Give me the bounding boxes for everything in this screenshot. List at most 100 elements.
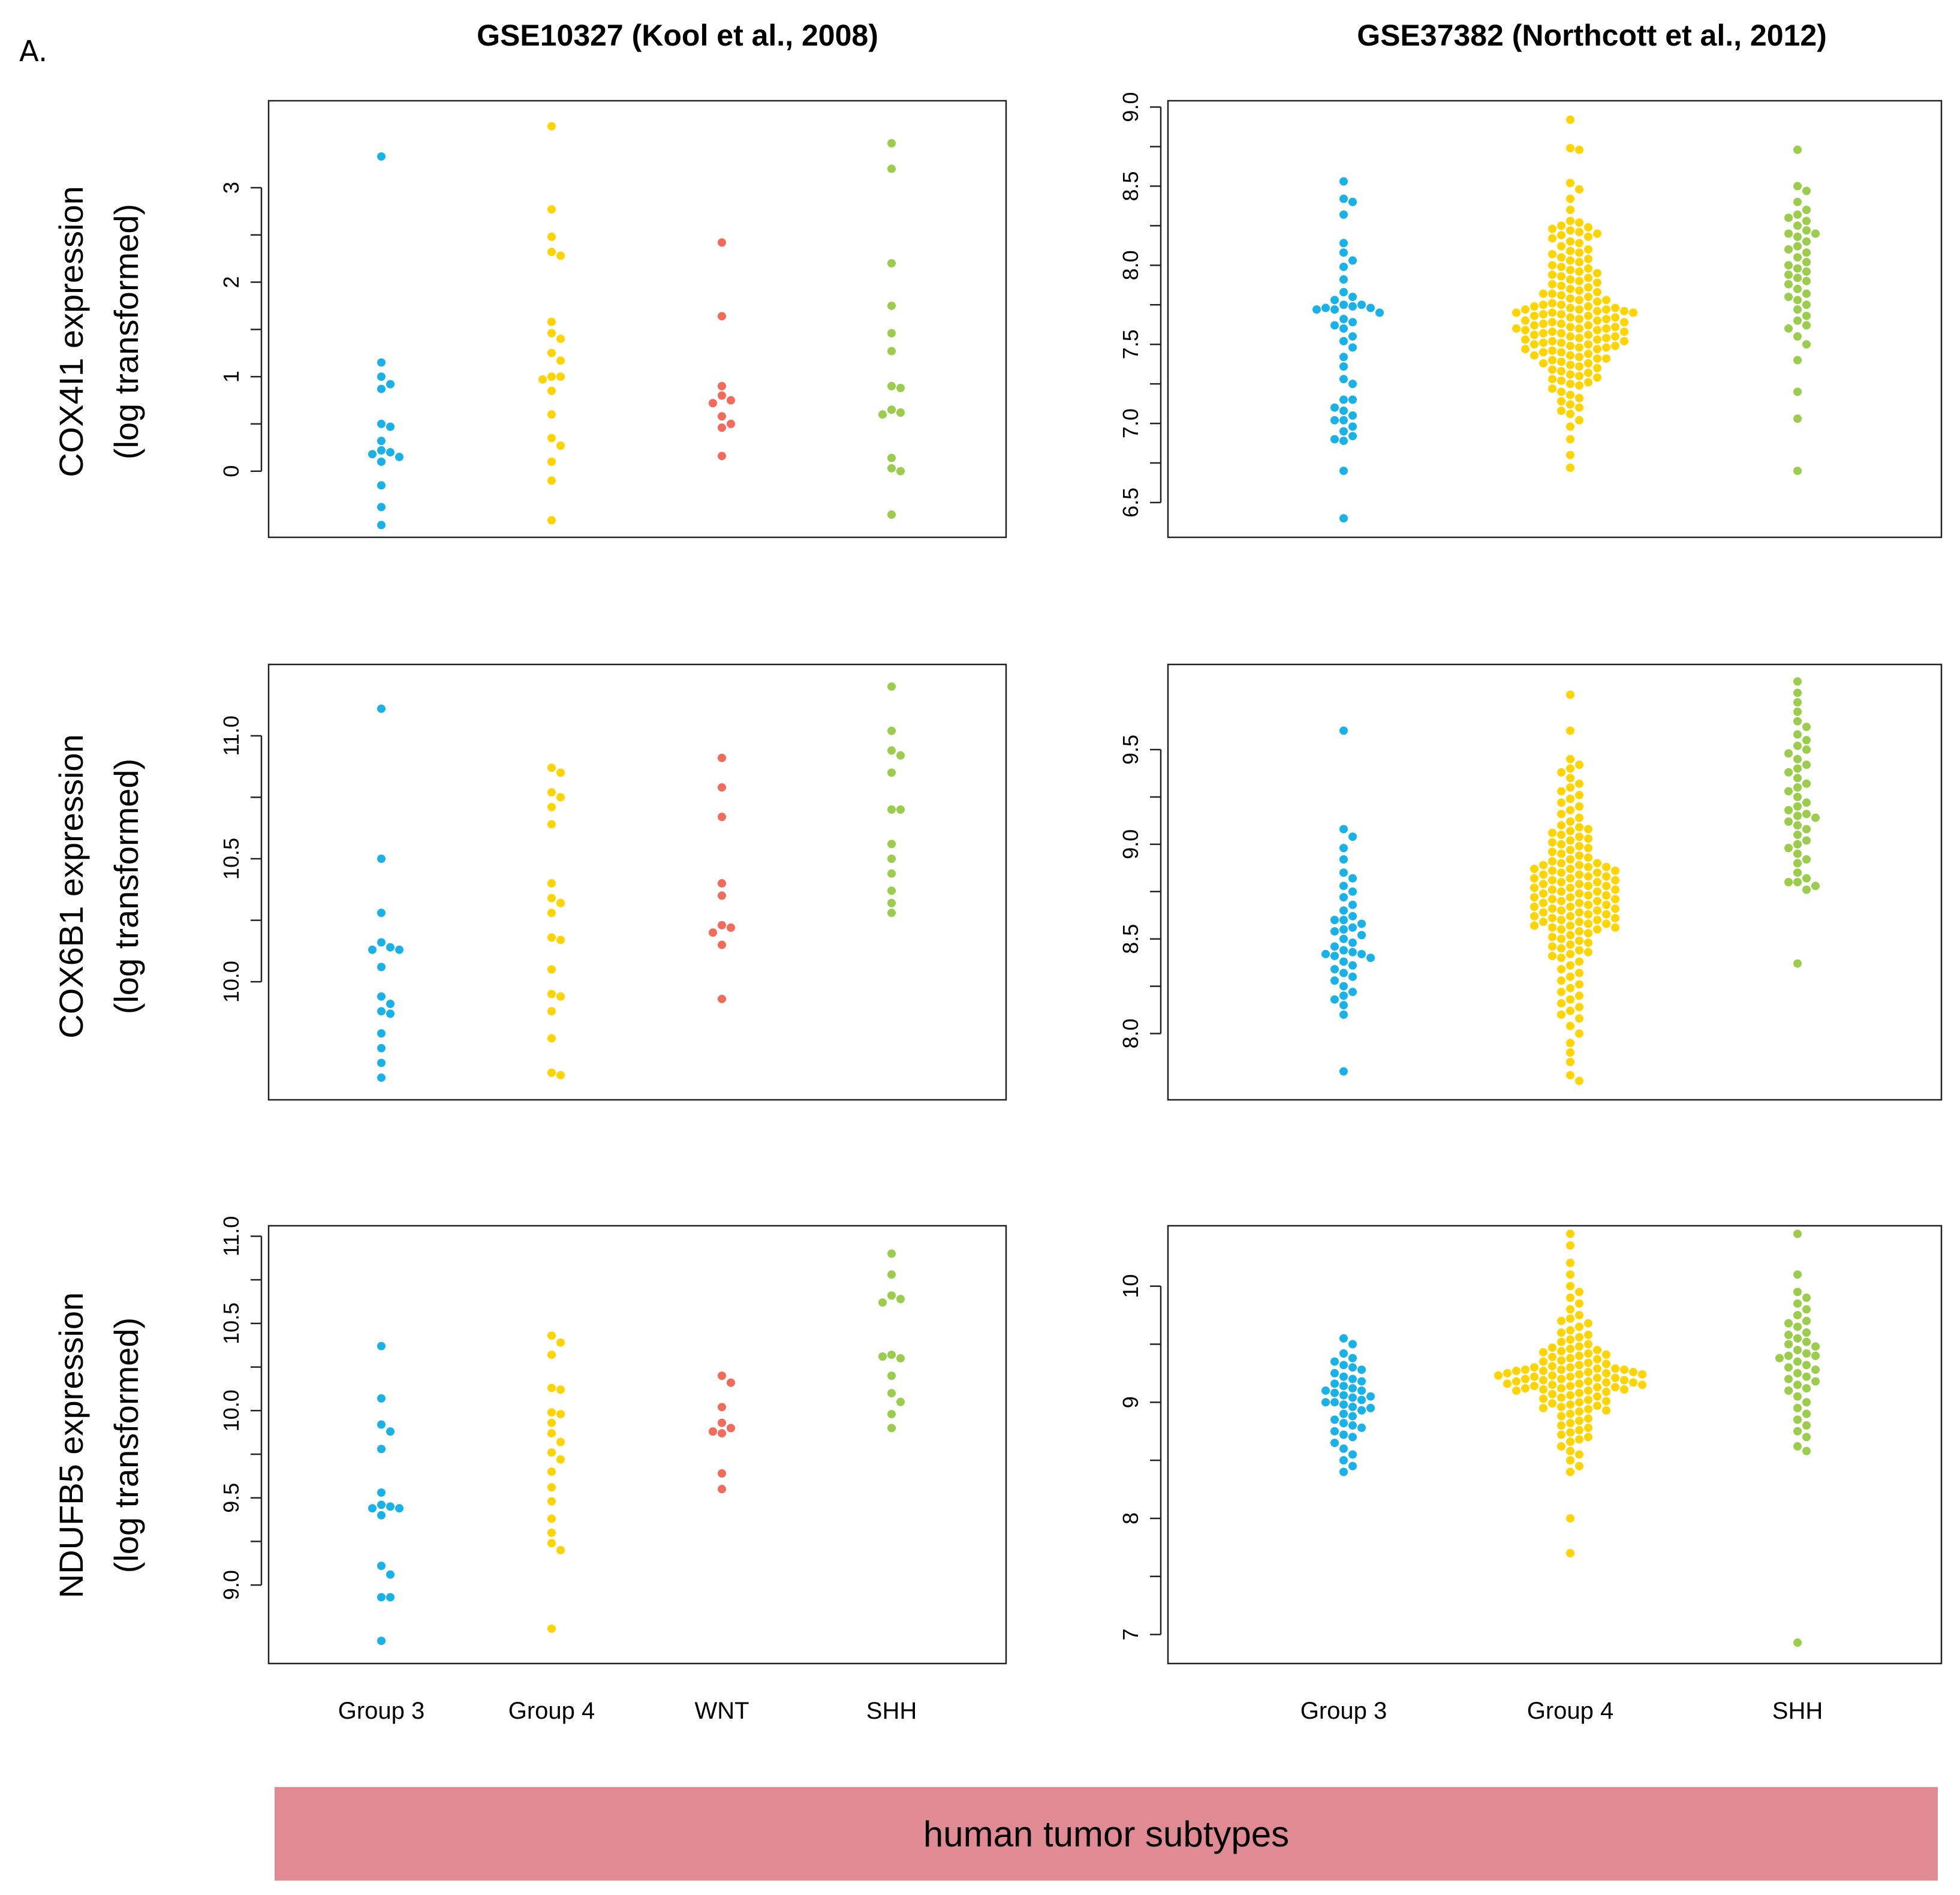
data-point-shh bbox=[887, 1249, 896, 1258]
data-point-group-3 bbox=[1330, 435, 1339, 444]
data-point-group-3 bbox=[1357, 300, 1366, 309]
data-point-group-4 bbox=[1575, 324, 1583, 333]
y-tick-label: 10.5 bbox=[219, 838, 243, 880]
data-point-shh bbox=[1793, 1392, 1802, 1401]
data-point-group-3 bbox=[1348, 923, 1357, 932]
data-point-group-4 bbox=[1584, 1423, 1592, 1432]
data-point-shh bbox=[887, 768, 896, 777]
data-point-group-4 bbox=[1575, 851, 1583, 860]
data-point-shh bbox=[1793, 754, 1802, 763]
data-point-group-4 bbox=[1548, 952, 1556, 961]
data-point-group-4 bbox=[1557, 1384, 1565, 1393]
data-point-group-4 bbox=[547, 348, 556, 357]
data-point-group-4 bbox=[1566, 435, 1574, 444]
data-point-group-4 bbox=[547, 1467, 556, 1476]
data-point-shh bbox=[887, 405, 896, 414]
data-point-group-4 bbox=[1602, 862, 1610, 871]
data-point-group-4 bbox=[1566, 1467, 1574, 1476]
data-point-group-4 bbox=[1584, 853, 1592, 862]
data-point-group-4 bbox=[1575, 1416, 1583, 1425]
data-point-group-4 bbox=[1566, 1326, 1574, 1335]
data-point-wnt bbox=[718, 783, 726, 792]
data-point-group-4 bbox=[1539, 908, 1547, 917]
data-point-group-3 bbox=[368, 945, 377, 954]
data-point-shh bbox=[1793, 1322, 1802, 1331]
data-point-shh bbox=[896, 467, 905, 476]
data-point-group-4 bbox=[1611, 332, 1619, 341]
data-point-group-4 bbox=[1548, 904, 1556, 913]
data-point-group-4 bbox=[1584, 919, 1592, 928]
data-point-group-4 bbox=[547, 763, 556, 772]
data-point-group-3 bbox=[1348, 293, 1357, 302]
data-point-group-4 bbox=[1575, 1288, 1583, 1297]
data-point-group-4 bbox=[1602, 296, 1610, 305]
data-point-group-3 bbox=[1357, 931, 1366, 940]
data-point-wnt bbox=[718, 994, 726, 1003]
data-point-group-3 bbox=[1330, 1357, 1339, 1366]
data-point-group-4 bbox=[1566, 690, 1574, 699]
data-point-group-3 bbox=[1339, 1430, 1348, 1439]
data-point-group-4 bbox=[1557, 934, 1565, 943]
data-point-shh bbox=[1802, 1349, 1811, 1358]
data-point-shh bbox=[1793, 1404, 1802, 1413]
data-point-group-4 bbox=[556, 251, 565, 260]
data-point-shh bbox=[1793, 1299, 1802, 1308]
data-point-wnt bbox=[718, 940, 726, 949]
data-point-group-4 bbox=[556, 1385, 565, 1394]
x-category-label: Group 4 bbox=[508, 1698, 595, 1724]
data-point-shh bbox=[1802, 267, 1811, 276]
data-point-shh bbox=[878, 1298, 887, 1307]
data-point-group-4 bbox=[1593, 1383, 1601, 1392]
data-point-group-4 bbox=[1566, 1294, 1574, 1303]
data-point-group-3 bbox=[377, 446, 386, 455]
row-label-gene: NDUFB5 expression bbox=[52, 1292, 90, 1598]
data-point-group-4 bbox=[1575, 861, 1583, 870]
column-title-left: GSE10327 (Kool et al., 2008) bbox=[477, 19, 878, 52]
data-point-group-4 bbox=[1602, 324, 1610, 333]
data-point-group-4 bbox=[1566, 266, 1574, 275]
y-tick-label: 9.5 bbox=[219, 1483, 243, 1513]
data-point-group-3 bbox=[1348, 422, 1357, 431]
data-point-group-4 bbox=[1548, 1343, 1556, 1352]
data-point-group-4 bbox=[1575, 1370, 1583, 1379]
data-point-group-3 bbox=[1339, 1400, 1348, 1409]
data-point-group-4 bbox=[1566, 216, 1574, 225]
data-point-group-3 bbox=[377, 1029, 386, 1038]
data-point-group-4 bbox=[1584, 378, 1592, 387]
data-point-shh bbox=[1793, 1638, 1802, 1647]
data-point-group-4 bbox=[1584, 1395, 1592, 1404]
data-point-group-4 bbox=[1539, 1367, 1547, 1376]
data-point-group-3 bbox=[386, 1502, 395, 1511]
data-point-shh bbox=[1793, 688, 1802, 697]
data-point-shh bbox=[1793, 1442, 1802, 1451]
row-label-unit: (log transformed) bbox=[107, 1318, 145, 1573]
data-point-wnt bbox=[718, 921, 726, 930]
data-point-group-4 bbox=[1575, 416, 1583, 425]
data-point-group-4 bbox=[1593, 897, 1601, 906]
data-point-group-4 bbox=[556, 898, 565, 907]
data-point-group-4 bbox=[547, 476, 556, 485]
data-point-group-4 bbox=[1575, 185, 1583, 194]
data-point-group-3 bbox=[386, 1593, 395, 1602]
data-point-shh bbox=[1802, 1446, 1811, 1455]
data-point-group-4 bbox=[1548, 336, 1556, 345]
data-point-group-3 bbox=[377, 437, 386, 446]
data-point-group-4 bbox=[1557, 253, 1565, 262]
data-point-group-4 bbox=[1602, 305, 1610, 314]
data-point-group-4 bbox=[1539, 1376, 1547, 1385]
data-point-group-3 bbox=[1357, 1395, 1366, 1404]
data-point-group-4 bbox=[1602, 343, 1610, 352]
data-point-group-3 bbox=[1339, 1001, 1348, 1010]
data-point-group-4 bbox=[556, 1410, 565, 1419]
data-point-shh bbox=[896, 408, 905, 417]
data-point-shh bbox=[1793, 232, 1802, 241]
data-point-group-3 bbox=[1348, 912, 1357, 921]
data-point-group-4 bbox=[1530, 311, 1539, 320]
data-point-group-4 bbox=[1548, 1380, 1556, 1389]
data-point-shh bbox=[1793, 210, 1802, 219]
data-point-wnt bbox=[718, 423, 726, 432]
data-point-wnt bbox=[718, 813, 726, 822]
data-point-group-4 bbox=[1566, 1241, 1574, 1250]
data-point-group-4 bbox=[1611, 913, 1619, 922]
data-point-shh bbox=[1793, 677, 1802, 686]
